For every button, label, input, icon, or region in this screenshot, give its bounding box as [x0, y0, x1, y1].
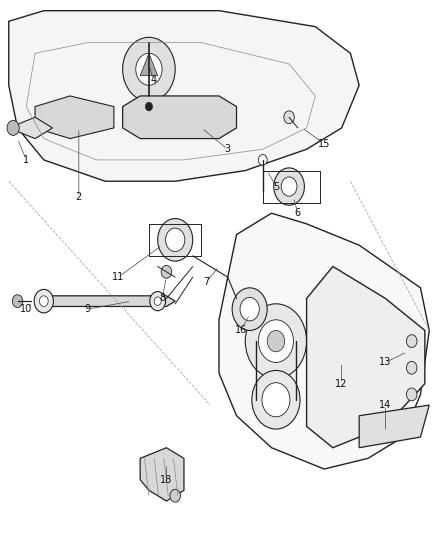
Circle shape — [284, 111, 294, 124]
Text: 1: 1 — [23, 155, 29, 165]
Circle shape — [245, 304, 307, 378]
Circle shape — [406, 335, 417, 348]
Text: 5: 5 — [273, 182, 279, 191]
Circle shape — [12, 295, 23, 308]
Circle shape — [274, 168, 304, 205]
Text: 4: 4 — [150, 75, 156, 85]
Polygon shape — [35, 96, 114, 139]
Circle shape — [7, 120, 19, 135]
Text: 12: 12 — [336, 379, 348, 389]
Polygon shape — [9, 117, 53, 139]
Circle shape — [161, 265, 172, 278]
Polygon shape — [9, 11, 359, 181]
Circle shape — [406, 388, 417, 401]
Circle shape — [232, 288, 267, 330]
Polygon shape — [307, 266, 425, 448]
Circle shape — [34, 289, 53, 313]
Circle shape — [258, 320, 293, 362]
Circle shape — [154, 297, 161, 305]
Circle shape — [252, 370, 300, 429]
Polygon shape — [140, 53, 158, 76]
Text: 15: 15 — [318, 139, 330, 149]
Circle shape — [136, 53, 162, 85]
Text: 7: 7 — [203, 278, 209, 287]
Text: 14: 14 — [379, 400, 392, 410]
Circle shape — [158, 219, 193, 261]
Text: 6: 6 — [295, 208, 301, 218]
Text: 3: 3 — [225, 144, 231, 154]
Polygon shape — [123, 96, 237, 139]
Circle shape — [166, 228, 185, 252]
Text: 8: 8 — [159, 294, 165, 303]
Circle shape — [39, 296, 48, 306]
Circle shape — [170, 489, 180, 502]
Text: 16: 16 — [235, 326, 247, 335]
Circle shape — [258, 155, 267, 165]
Polygon shape — [44, 296, 175, 306]
Text: 9: 9 — [85, 304, 91, 314]
Text: 2: 2 — [76, 192, 82, 202]
Text: 13: 13 — [379, 358, 392, 367]
Text: 10: 10 — [20, 304, 32, 314]
Circle shape — [281, 177, 297, 196]
Circle shape — [262, 383, 290, 417]
Polygon shape — [359, 405, 429, 448]
Polygon shape — [140, 448, 184, 501]
Circle shape — [145, 102, 152, 111]
Circle shape — [267, 330, 285, 352]
Circle shape — [240, 297, 259, 321]
Text: 18: 18 — [160, 475, 173, 484]
Text: 11: 11 — [112, 272, 124, 282]
Circle shape — [123, 37, 175, 101]
Circle shape — [150, 292, 166, 311]
Circle shape — [406, 361, 417, 374]
Polygon shape — [219, 213, 429, 469]
